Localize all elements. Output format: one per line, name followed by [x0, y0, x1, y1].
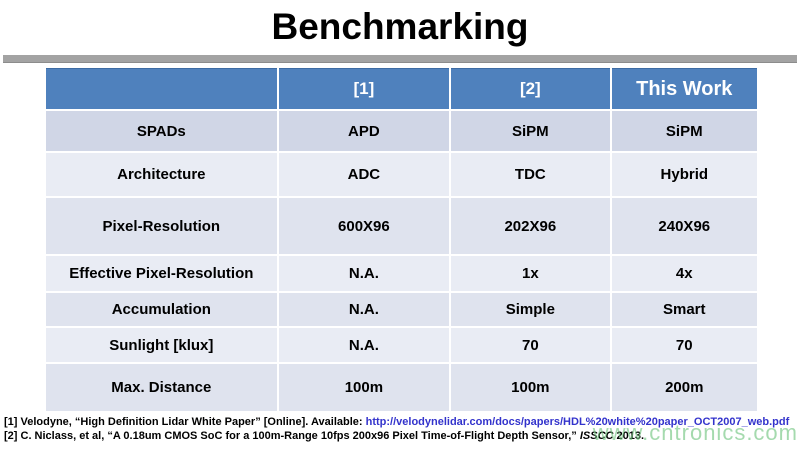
reference-1-text: [1] Velodyne, “High Definition Lidar Whi…: [4, 416, 366, 428]
reference-1-link[interactable]: http://velodynelidar.com/docs/papers/HDL…: [365, 416, 790, 428]
cell-value-this-work: Smart: [611, 293, 757, 326]
cell-value-this-work: 240X96: [611, 198, 757, 254]
header-cell-ref1: [1]: [278, 68, 450, 109]
reference-2-venue: ISSCC: [579, 430, 614, 442]
cell-value: TDC: [451, 153, 610, 196]
row-label: SPADs: [46, 111, 277, 151]
table-row-accumulation: Accumulation N.A. Simple Smart: [46, 293, 757, 326]
cell-value: ADC: [278, 153, 450, 196]
row-label: Pixel-Resolution: [46, 198, 277, 254]
cell-value-this-work: 70: [611, 328, 757, 362]
benchmark-table: [1] [2] This Work SPADs APD SiPM SiPM Ar…: [44, 66, 759, 413]
reference-2-year: 2013.: [613, 430, 645, 442]
cell-value: N.A.: [278, 293, 450, 326]
header-cell-this-work: This Work: [611, 68, 757, 109]
cell-value-this-work: Hybrid: [611, 153, 757, 196]
cell-value: 600X96: [278, 198, 450, 254]
reference-2-text: [2] C. Niclass, et al, “A 0.18um CMOS So…: [4, 430, 580, 442]
cell-value: APD: [278, 111, 450, 151]
cell-value-this-work: 4x: [611, 256, 757, 291]
cell-value: 100m: [451, 364, 610, 411]
header-cell-blank: [46, 68, 277, 109]
reference-2: [2] C. Niclass, et al, “A 0.18um CMOS So…: [4, 429, 800, 443]
cell-value: N.A.: [278, 328, 450, 362]
reference-1: [1] Velodyne, “High Definition Lidar Whi…: [4, 415, 800, 429]
cell-value: Simple: [451, 293, 610, 326]
row-label: Architecture: [46, 153, 277, 196]
row-label: Sunlight [klux]: [46, 328, 277, 362]
watermark-text: www.cntronics.com: [592, 420, 798, 445]
page-title: Benchmarking: [271, 6, 529, 47]
cell-value: 202X96: [451, 198, 610, 254]
row-label: Accumulation: [46, 293, 277, 326]
header-cell-ref2: [2]: [451, 68, 610, 109]
table-row-pixel-resolution: Pixel-Resolution 600X96 202X96 240X96: [46, 198, 757, 254]
table-row-architecture: Architecture ADC TDC Hybrid: [46, 153, 757, 196]
cell-value: 70: [451, 328, 610, 362]
row-label: Effective Pixel-Resolution: [46, 256, 277, 291]
references-block: [1] Velodyne, “High Definition Lidar Whi…: [4, 415, 800, 443]
row-label: Max. Distance: [46, 364, 277, 411]
cell-value-this-work: 200m: [611, 364, 757, 411]
cell-value: 1x: [451, 256, 610, 291]
cell-value-this-work: SiPM: [611, 111, 757, 151]
table-row-sunlight: Sunlight [klux] N.A. 70 70: [46, 328, 757, 362]
cell-value: 100m: [278, 364, 450, 411]
cell-value: SiPM: [451, 111, 610, 151]
cell-value: N.A.: [278, 256, 450, 291]
title-divider: [3, 55, 797, 63]
table-row-spads: SPADs APD SiPM SiPM: [46, 111, 757, 151]
table-header-row: [1] [2] This Work: [46, 68, 757, 109]
table-row-max-distance: Max. Distance 100m 100m 200m: [46, 364, 757, 411]
table-row-effective-pixel-resolution: Effective Pixel-Resolution N.A. 1x 4x: [46, 256, 757, 291]
